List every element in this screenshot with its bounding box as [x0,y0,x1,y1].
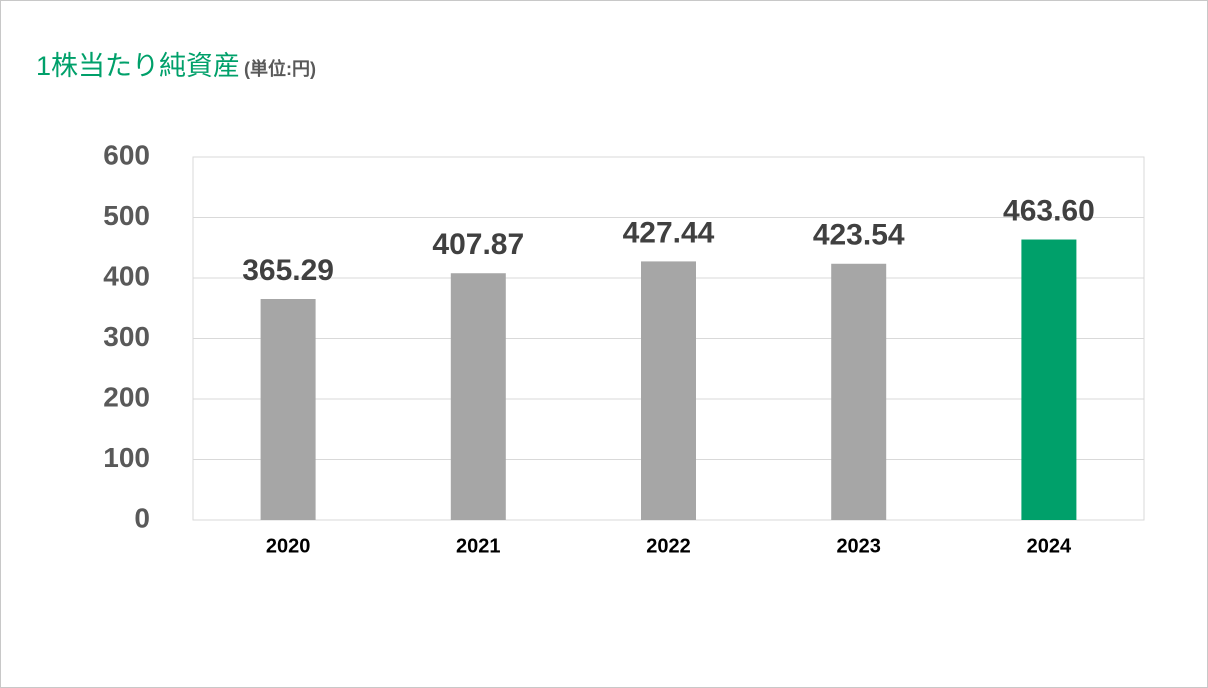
value-label: 365.29 [242,254,334,287]
x-tick-label: 2020 [266,535,311,557]
y-tick-label: 400 [103,260,150,291]
chart-subtitle: (単位:円) [244,58,316,79]
y-tick-label: 0 [134,502,150,533]
y-tick-label: 100 [103,442,150,473]
y-tick-label: 500 [103,200,150,231]
chart-title: 1株当たり純資産 [36,51,240,81]
y-tick-label: 600 [103,139,150,170]
bar [260,298,316,520]
value-label: 407.87 [432,228,524,261]
x-tick-label: 2021 [456,535,501,557]
value-label: 427.44 [623,216,715,249]
value-label: 463.60 [1003,194,1095,227]
bar [831,263,887,520]
y-tick-label: 300 [103,321,150,352]
bar [450,273,506,520]
x-tick-label: 2024 [1027,535,1072,557]
x-tick-label: 2023 [836,535,881,557]
bar [1021,239,1077,520]
bar [641,261,696,520]
value-label: 423.54 [813,219,905,252]
y-tick-label: 200 [103,381,150,412]
x-tick-label: 2022 [646,535,691,557]
